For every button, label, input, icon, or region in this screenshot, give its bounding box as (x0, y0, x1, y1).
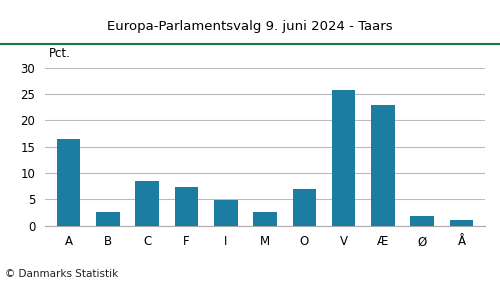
Bar (57, 139, 80, 226)
Bar (96, 212, 120, 226)
Bar (450, 220, 473, 226)
Bar (292, 189, 316, 226)
Bar (136, 181, 159, 226)
Text: © Danmarks Statistik: © Danmarks Statistik (5, 269, 118, 279)
Bar (410, 216, 434, 226)
Bar (332, 90, 355, 226)
Text: Pct.: Pct. (49, 47, 71, 60)
Bar (253, 212, 277, 226)
Text: Europa-Parlamentsvalg 9. juni 2024 - Taars: Europa-Parlamentsvalg 9. juni 2024 - Taa… (107, 20, 393, 33)
Bar (174, 187, 198, 226)
Bar (214, 200, 238, 226)
Bar (371, 105, 394, 226)
